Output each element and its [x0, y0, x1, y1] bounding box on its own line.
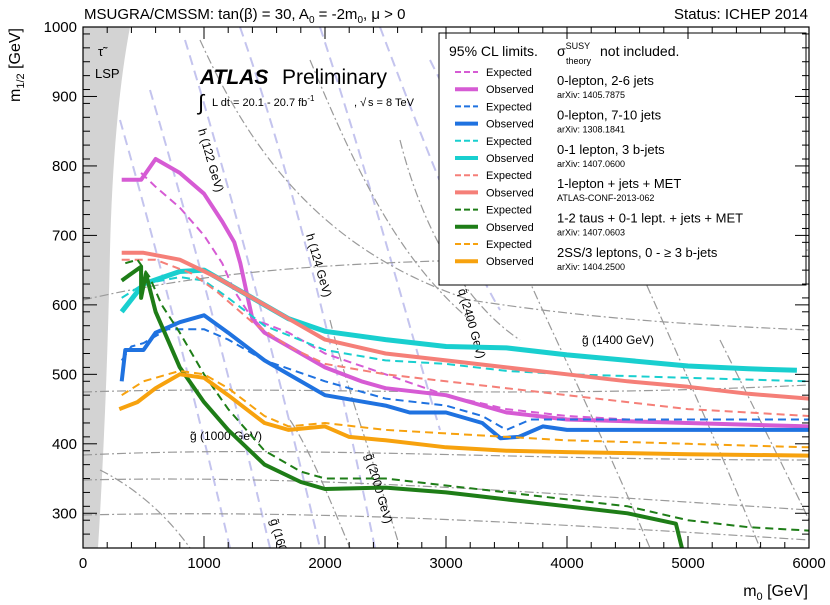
y-tick-label: 1000 [44, 19, 77, 36]
series-line-10 [121, 369, 809, 449]
lumi-label: L dt = 20.1 - 20.7 fb-1 [212, 94, 315, 109]
series-line-9 [120, 264, 684, 548]
chart-title: MSUGRA/CMSSM: tan(β) = 30, A0 = -2m0, μ … [84, 6, 405, 26]
y-tick-label: 900 [52, 88, 77, 105]
legend-analysis-ref: arXiv: 1407.0600 [557, 159, 625, 169]
series-line-2 [120, 328, 809, 431]
contour-label-gluino-1000: g̃ (1000 GeV) [190, 429, 262, 443]
series-line-6 [121, 258, 809, 417]
contour-label-gluino-1600: g̃ (1600 GeV) [267, 517, 300, 590]
energy-sqrt: , √ [354, 97, 367, 109]
x-tick-label: 6000 [792, 555, 825, 572]
legend-entries: Expected Observed 0-lepton, 2-6 jets arXiv:… [455, 67, 743, 272]
axis-ticks: 0 1000 2000 3000 4000 5000 6000 300 400 500 600 700… [44, 19, 826, 572]
status-label: Status: ICHEP 2014 [674, 6, 808, 23]
legend-analysis-ref: arXiv: 1308.1841 [557, 124, 625, 134]
legend-observed-label: Observed [486, 119, 534, 131]
legend-observed-label: Observed [486, 187, 534, 199]
legend-expected-label: Expected [486, 136, 532, 148]
stau-lsp-region [83, 27, 130, 548]
series-line-0 [140, 172, 809, 428]
x-tick-label: 5000 [671, 555, 704, 572]
legend-expected-label: Expected [486, 205, 532, 217]
legend-analysis-ref: arXiv: 1404.2500 [557, 262, 625, 272]
legend-header: 95% CL limits. [449, 43, 538, 59]
y-tick-label: 600 [52, 297, 77, 314]
legend-observed-label: Observed [486, 222, 534, 234]
legend-expected-label: Expected [486, 239, 532, 251]
legend-not-included: not included. [600, 43, 679, 59]
energy-label: s = 8 TeV [368, 97, 415, 109]
series-line-5 [119, 267, 797, 373]
atlas-label: ATLAS [199, 66, 268, 89]
y-axis-label: m1/2 [GeV] [7, 28, 27, 102]
contour-label-higgs-122: h (122 GeV) [195, 127, 226, 194]
legend-analysis-name: 2SS/3 leptons, 0 - ≥ 3 b-jets [557, 245, 718, 260]
legend-observed-label: Observed [486, 256, 534, 268]
legend-sigma-sub: theory [566, 56, 592, 66]
series-line-7 [121, 250, 809, 401]
x-tick-label: 4000 [550, 555, 583, 572]
series-layer [118, 157, 809, 548]
y-tick-label: 700 [52, 227, 77, 244]
legend-analysis-name: 0-lepton, 2-6 jets [557, 73, 654, 88]
y-tick-label: 800 [52, 158, 77, 175]
x-tick-label: 2000 [308, 555, 341, 572]
legend-analysis-name: 0-1 lepton, 3 b-jets [557, 142, 665, 157]
legend-expected-label: Expected [486, 170, 532, 182]
x-tick-label: 1000 [187, 555, 220, 572]
x-tick-label: 0 [79, 555, 87, 572]
series-line-3 [119, 313, 809, 441]
contour-label-gluino-1400: g̃ (1400 GeV) [582, 333, 654, 347]
lsp-label: LSP [95, 66, 120, 81]
y-tick-label: 400 [52, 436, 77, 453]
legend-analysis-name: 1-lepton + jets + MET [557, 176, 681, 191]
x-tick-label: 3000 [429, 555, 462, 572]
y-tick-label: 300 [52, 505, 77, 522]
preliminary-label: Preliminary [282, 66, 388, 89]
legend-analysis-name: 1-2 taus + 0-1 lept. + jets + MET [557, 211, 743, 226]
stau-label: τ̃ [98, 44, 108, 59]
legend-analysis-ref: arXiv: 1407.0603 [557, 228, 625, 238]
contour-label-higgs-124: h (124 GeV) [303, 232, 334, 299]
y-tick-label: 500 [52, 366, 77, 383]
legend-analysis-name: 0-lepton, 7-10 jets [557, 107, 662, 122]
integral-sign: ∫ [196, 90, 206, 115]
legend-expected-label: Expected [486, 101, 532, 113]
x-axis-label: m0 [GeV] [743, 583, 808, 603]
legend-box [438, 32, 807, 286]
series-line-8 [125, 258, 809, 532]
legend-analysis-ref: ATLAS-CONF-2013-062 [557, 193, 654, 203]
legend-expected-label: Expected [486, 67, 532, 79]
series-line-11 [118, 372, 809, 458]
legend-observed-label: Observed [486, 153, 534, 165]
legend-observed-label: Observed [486, 84, 534, 96]
legend: 95% CL limits. σSUSY theory not included… [438, 32, 807, 286]
legend-analysis-ref: arXiv: 1405.7875 [557, 90, 625, 100]
legend-sigma: σSUSY [557, 41, 590, 59]
